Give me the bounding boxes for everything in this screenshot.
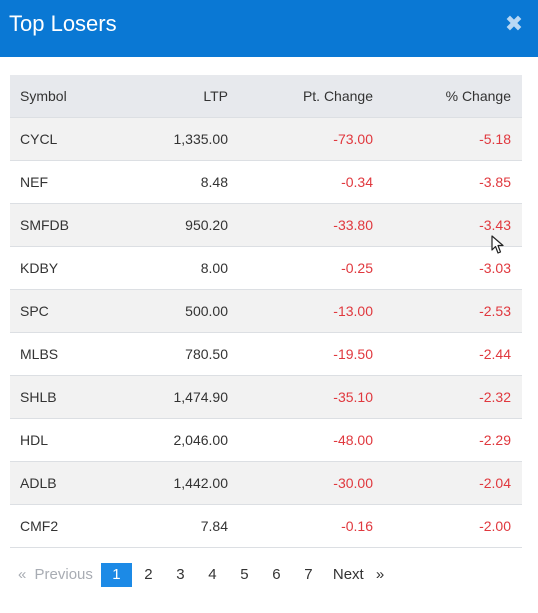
cell-symbol: SPC (20, 303, 49, 319)
table-row: HDL 2,046.00 -48.00 -2.29 (10, 419, 522, 462)
next-button[interactable]: Next » (325, 563, 392, 587)
cell-pt-change: -33.80 (333, 217, 373, 233)
cell-symbol: ADLB (20, 475, 57, 491)
cell-ltp: 2,046.00 (173, 432, 229, 448)
cell-pct-change: -2.44 (479, 346, 511, 362)
cell-pt-change: -19.50 (333, 346, 373, 362)
cell-pct-change: -2.29 (479, 432, 511, 448)
cell-ltp: 780.50 (185, 346, 228, 362)
next-label: Next (332, 566, 364, 583)
cell-pt-change: -0.34 (341, 174, 373, 190)
table-row: MLBS 780.50 -19.50 -2.44 (10, 333, 522, 376)
table-row: CYCL 1,335.00 -73.00 -5.18 (10, 118, 522, 161)
cell-pct-change: -3.85 (479, 174, 511, 190)
cell-symbol: HDL (20, 432, 49, 448)
cell-ltp: 1,474.90 (173, 389, 229, 405)
modal-title: Top Losers (9, 11, 117, 36)
cell-pt-change: -0.16 (341, 518, 373, 534)
cell-symbol: KDBY (20, 260, 59, 276)
cell-pt-change: -30.00 (333, 475, 373, 491)
previous-button[interactable]: « Previous (10, 563, 101, 587)
page-button-6[interactable]: 6 (272, 566, 281, 583)
page-button-2[interactable]: 2 (144, 566, 153, 583)
cell-ltp: 7.84 (200, 518, 228, 534)
cell-pct-change: -2.04 (479, 475, 511, 491)
close-icon[interactable]: ✖ (504, 11, 524, 36)
cell-pct-change: -2.32 (479, 389, 511, 405)
top-losers-table: Symbol LTP Pt. Change % Change CYCL 1,335… (10, 75, 522, 548)
table-row: NEF 8.48 -0.34 -3.85 (10, 161, 522, 204)
cell-pct-change: -5.18 (479, 131, 511, 147)
page-button-7[interactable]: 7 (304, 566, 313, 583)
cell-symbol: SHLB (20, 389, 57, 405)
cell-symbol: NEF (20, 174, 48, 190)
cell-ltp: 8.00 (200, 260, 228, 276)
table-row: SMFDB 950.20 -33.80 -3.43 (10, 204, 522, 247)
cell-symbol: SMFDB (20, 217, 69, 233)
column-header-pt-change: Pt. Change (302, 88, 373, 104)
cell-symbol: CYCL (20, 131, 58, 147)
table-header-row: Symbol LTP Pt. Change % Change (10, 75, 522, 118)
cell-pct-change: -3.03 (479, 260, 511, 276)
cell-pt-change: -73.00 (333, 131, 373, 147)
cell-symbol: CMF2 (20, 518, 59, 534)
table-row: ADLB 1,442.00 -30.00 -2.04 (10, 462, 522, 505)
cell-pct-change: -3.43 (479, 217, 511, 233)
cell-symbol: MLBS (20, 346, 59, 362)
table-row: KDBY 8.00 -0.25 -3.03 (10, 247, 522, 290)
table-row: SHLB 1,474.90 -35.10 -2.32 (10, 376, 522, 419)
cell-pt-change: -48.00 (333, 432, 373, 448)
cell-pt-change: -35.10 (333, 389, 373, 405)
column-header-ltp: LTP (203, 88, 228, 104)
page-button-4[interactable]: 4 (208, 566, 217, 583)
cell-pt-change: -13.00 (333, 303, 373, 319)
cell-pct-change: -2.00 (479, 518, 511, 534)
table-row: CMF2 7.84 -0.16 -2.00 (10, 505, 522, 548)
mouse-cursor-icon (491, 235, 504, 254)
cell-ltp: 1,335.00 (173, 131, 229, 147)
next-arrow-icon: » (375, 566, 385, 583)
cell-ltp: 8.48 (200, 174, 228, 190)
cell-ltp: 950.20 (185, 217, 228, 233)
column-header-pct-change: % Change (445, 88, 511, 104)
column-header-symbol: Symbol (20, 88, 67, 104)
page-button-1[interactable]: 1 (100, 563, 132, 587)
cell-ltp: 1,442.00 (173, 475, 229, 491)
modal-header: Top Losers ✖ (0, 0, 538, 57)
table-row: SPC 500.00 -13.00 -2.53 (10, 290, 522, 333)
page-button-5[interactable]: 5 (240, 566, 249, 583)
cell-pct-change: -2.53 (479, 303, 511, 319)
page-button-3[interactable]: 3 (176, 566, 185, 583)
previous-label: Previous (34, 566, 93, 583)
cell-pt-change: -0.25 (341, 260, 373, 276)
previous-arrow-icon: « (18, 566, 27, 583)
cell-ltp: 500.00 (185, 303, 228, 319)
